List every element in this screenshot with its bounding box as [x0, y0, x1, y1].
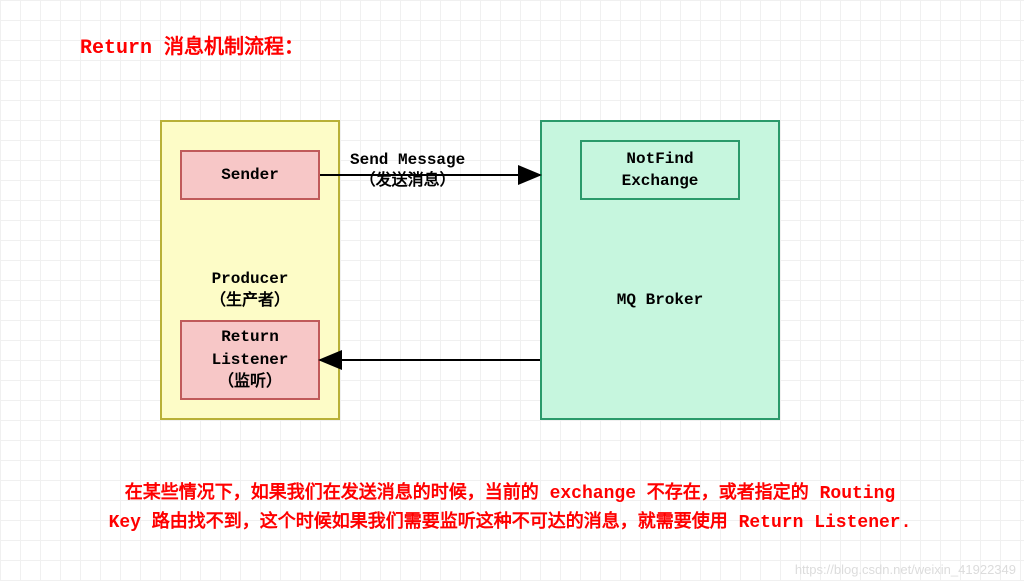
- footer-description: 在某些情况下，如果我们在发送消息的时候，当前的 exchange 不存在，或者指…: [60, 480, 960, 538]
- return-listener-label-1: Return: [221, 326, 279, 348]
- return-listener-box: Return Listener （监听）: [180, 320, 320, 400]
- return-listener-label-2: Listener: [212, 349, 289, 371]
- return-listener-label-3: （监听）: [218, 371, 282, 393]
- producer-label-zh: （生产者）: [210, 290, 290, 312]
- diagram-title: Return 消息机制流程：: [80, 30, 304, 60]
- notfind-exchange-box: NotFind Exchange: [580, 140, 740, 200]
- notfind-label-1: NotFind: [626, 148, 693, 170]
- send-label-zh: （发送消息）: [350, 171, 465, 192]
- send-message-label: Send Message （发送消息）: [350, 150, 465, 192]
- notfind-label-2: Exchange: [622, 170, 699, 192]
- sender-box: Sender: [180, 150, 320, 200]
- watermark: https://blog.csdn.net/weixin_41922349: [795, 562, 1016, 577]
- footer-line-1: 在某些情况下，如果我们在发送消息的时候，当前的 exchange 不存在，或者指…: [60, 480, 960, 509]
- producer-label-en: Producer: [210, 268, 290, 290]
- send-label-en: Send Message: [350, 150, 465, 171]
- footer-line-2: Key 路由找不到，这个时候如果我们需要监听这种不可达的消息，就需要使用 Ret…: [60, 509, 960, 538]
- sender-label: Sender: [221, 164, 279, 186]
- broker-label: MQ Broker: [617, 289, 703, 311]
